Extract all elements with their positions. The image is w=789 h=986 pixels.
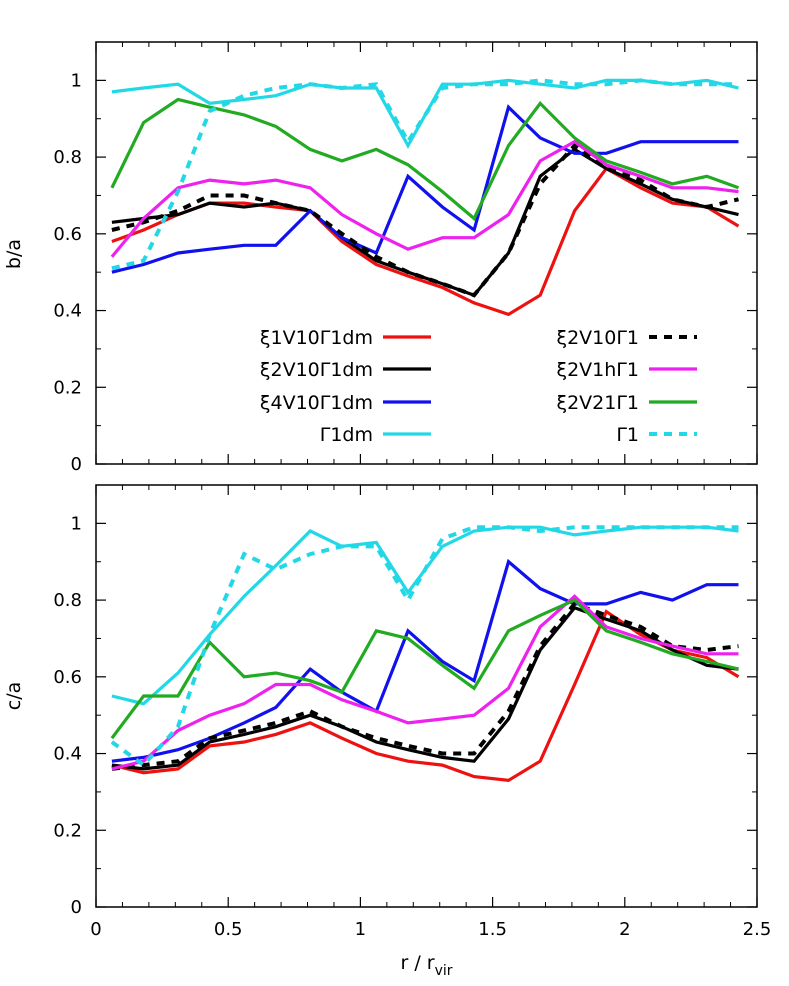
y-tick-label: 0.4: [53, 744, 82, 765]
panel-b-over-a: 0 0.2 0.4 0.6 0.8 1 b/a ξ1V10Γ1dm ξ2V10Γ1dm ξ4V10…: [3, 41, 758, 475]
series-group: [110, 525, 740, 783]
series-line: [110, 525, 739, 768]
legend-label: ξ2V10Γ1: [556, 327, 639, 349]
series-line: [111, 147, 739, 298]
series-line: [111, 609, 740, 783]
y-tick-label: 1: [71, 513, 82, 534]
y-tick-label: 0.8: [53, 147, 82, 168]
legend-label: Γ1dm: [320, 424, 373, 446]
y-tick-label: 0.6: [53, 224, 82, 245]
y-tick-label: 0.6: [53, 667, 82, 688]
legend: ξ1V10Γ1dm ξ2V10Γ1dm ξ4V10Γ1dm Γ1dm ξ2V10Γ1 ξ2…: [260, 327, 697, 446]
panel-c-over-a: 0 0.5 1 1.5 2 2.5 0 0.2 0.4 0.6 0.8 1 c/a r / rvir: [3, 484, 772, 979]
legend-label: ξ2V1hΓ1: [557, 359, 640, 381]
x-tick-label: 0: [90, 919, 101, 940]
legend-label: ξ2V10Γ1dm: [260, 359, 373, 381]
plot-frame: [95, 484, 758, 908]
series-line: [111, 605, 739, 771]
y-axis-label: b/a: [3, 239, 25, 269]
x-tick-label: 2: [619, 919, 630, 940]
x-tick-label: 1.5: [478, 919, 507, 940]
legend-label: ξ4V10Γ1dm: [260, 392, 373, 414]
series-line: [111, 142, 739, 298]
series-line: [110, 598, 739, 740]
y-axis-label: c/a: [3, 682, 25, 711]
series-line: [111, 104, 739, 274]
x-tick-label: 0.5: [214, 919, 243, 940]
series-line: [111, 525, 739, 706]
y-tick-label: 1: [71, 70, 82, 91]
series-line: [111, 594, 739, 771]
legend-label: Γ1: [616, 424, 639, 446]
y-tick-label: 0.2: [53, 377, 82, 398]
x-axis-label: r / rvir: [400, 952, 452, 979]
series-line: [111, 558, 739, 763]
y-tick-label: 0: [71, 454, 82, 475]
series-group: [110, 78, 740, 317]
plot-frame: [95, 41, 758, 465]
y-tick-label: 0.4: [53, 301, 82, 322]
x-tick-label: 2.5: [743, 919, 772, 940]
series-line: [111, 601, 739, 771]
y-tick-label: 0: [71, 897, 82, 918]
y-tick-label: 0.2: [53, 820, 82, 841]
y-tick-label: 0.8: [53, 590, 82, 611]
legend-label: ξ1V10Γ1dm: [260, 327, 373, 349]
legend-label: ξ2V21Γ1: [556, 392, 639, 414]
series-line: [111, 78, 739, 271]
series-line: [110, 139, 739, 258]
x-tick-label: 1: [355, 919, 366, 940]
